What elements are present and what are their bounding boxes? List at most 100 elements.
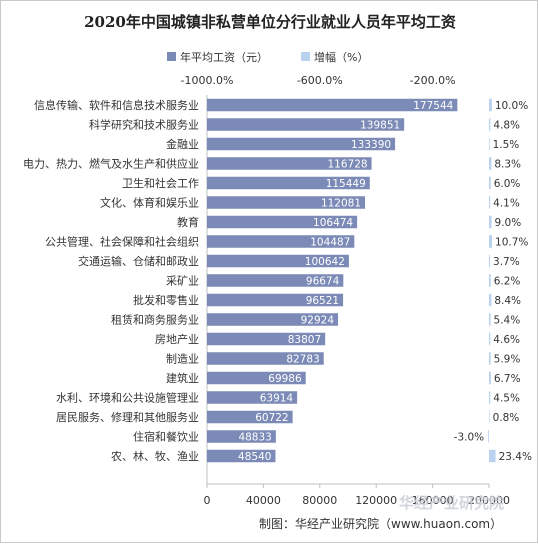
- wage-bar-value-label: 106474: [313, 217, 353, 229]
- category-label: 租赁和商务服务业: [111, 313, 199, 327]
- category-label: 采矿业: [166, 275, 199, 288]
- growth-bar: [489, 352, 491, 365]
- top-axis-tick-label: -1000.0%: [181, 74, 234, 87]
- wage-bar-value-label: 83807: [288, 334, 321, 346]
- wage-bar: [207, 410, 293, 424]
- top-axis-tick-label: -600.0%: [297, 74, 343, 87]
- category-label: 教育: [177, 215, 199, 229]
- category-label: 电力、热力、燃气及水生产和供应业: [23, 157, 199, 171]
- wage-bar: [207, 254, 349, 268]
- legend-label-growth: 增幅（%）: [314, 50, 368, 64]
- growth-value-label: 6.2%: [494, 276, 521, 288]
- growth-value-label: 10.7%: [495, 237, 528, 249]
- category-label: 批发和零售业: [133, 293, 199, 307]
- category-label: 信息传输、软件和信息技术服务业: [34, 98, 199, 112]
- wage-bar: [207, 293, 344, 307]
- wage-bar: [207, 352, 324, 365]
- growth-value-label: 9.0%: [495, 217, 522, 229]
- wage-bar-value-label: 139851: [360, 120, 400, 132]
- x-axis-tick-label: 160000: [412, 494, 454, 507]
- wage-bar: [207, 176, 370, 190]
- growth-value-label: 5.9%: [494, 354, 521, 366]
- category-label: 制造业: [166, 352, 199, 366]
- wage-bar: [207, 313, 339, 326]
- growth-bar: [489, 254, 491, 268]
- growth-bar: [489, 293, 492, 307]
- wage-bar: [207, 137, 396, 151]
- growth-bar: [489, 449, 496, 463]
- wage-bar: [207, 274, 344, 287]
- growth-value-label: 4.5%: [493, 393, 520, 405]
- wage-bar-value-label: 60722: [255, 412, 288, 424]
- growth-value-label: 0.8%: [493, 412, 520, 424]
- category-label: 水利、环境和公共设施管理业: [56, 391, 199, 405]
- growth-bar: [489, 118, 491, 131]
- wage-bar-value-label: 48540: [238, 451, 271, 463]
- growth-bar: [489, 137, 490, 151]
- wage-bar: [207, 235, 355, 248]
- growth-value-label: 4.8%: [493, 120, 520, 132]
- wage-bar-value-label: 92924: [301, 315, 335, 327]
- category-label: 房地产业: [155, 332, 199, 346]
- wage-bar-value-label: 115449: [326, 178, 366, 190]
- x-axis-tick-label: 200000: [468, 494, 510, 507]
- wage-bar-value-label: 48833: [238, 432, 271, 444]
- growth-bar: [489, 176, 491, 190]
- legend-swatch-growth: [301, 52, 310, 61]
- category-label: 居民服务、修理和其他服务业: [56, 410, 199, 424]
- wage-bar-value-label: 100642: [305, 256, 345, 268]
- wage-bar-value-label: 82783: [286, 354, 319, 366]
- growth-value-label: 6.7%: [494, 373, 521, 385]
- legend-label-wage: 年平均工资（元）: [180, 50, 268, 64]
- growth-value-label: 4.1%: [493, 198, 520, 210]
- growth-bar: [489, 332, 491, 346]
- growth-value-label: 23.4%: [499, 451, 532, 463]
- wage-bar-value-label: 63914: [260, 393, 294, 405]
- x-axis-tick-label: 40000: [246, 494, 281, 507]
- growth-bar: [489, 391, 491, 404]
- wage-bar-value-label: 133390: [351, 139, 391, 151]
- wage-bar: [207, 118, 405, 131]
- category-label: 卫生和社会工作: [122, 176, 199, 190]
- growth-bar: [489, 157, 492, 170]
- wage-bar: [207, 196, 366, 209]
- wage-bar: [207, 430, 276, 443]
- category-label: 建筑业: [166, 371, 199, 385]
- wage-bar-value-label: 96674: [306, 276, 340, 288]
- chart-title: 2020年中国城镇非私营单位分行业就业人员年平均工资: [84, 13, 456, 31]
- wage-bar: [207, 332, 326, 346]
- growth-value-label: 6.0%: [494, 178, 521, 190]
- x-axis-tick-label: 80000: [302, 494, 337, 507]
- wage-bar: [207, 157, 372, 170]
- growth-value-label: 8.3%: [494, 159, 521, 171]
- wage-bar-value-label: 177544: [413, 100, 453, 112]
- growth-bar: [489, 235, 493, 248]
- wage-bar: [207, 98, 458, 112]
- growth-bar: [489, 215, 492, 229]
- growth-bar: [489, 98, 492, 112]
- category-label: 公共管理、社会保障和社会组织: [45, 235, 199, 249]
- category-label: 交通运输、仓储和邮政业: [78, 254, 199, 268]
- wage-bar-value-label: 116728: [327, 159, 367, 171]
- category-label: 住宿和餐饮业: [133, 430, 199, 444]
- watermark: 华经产业研究院: [399, 494, 504, 512]
- growth-bar: [488, 430, 489, 443]
- category-label: 金融业: [166, 137, 199, 151]
- growth-value-label: 10.0%: [495, 100, 528, 112]
- wage-bar: [207, 215, 358, 229]
- growth-bar: [489, 371, 491, 385]
- growth-value-label: -3.0%: [454, 432, 484, 444]
- growth-bar: [489, 410, 490, 424]
- category-label: 农、林、牧、渔业: [111, 449, 199, 463]
- category-label: 科学研究和技术服务业: [89, 118, 199, 132]
- growth-value-label: 3.7%: [493, 256, 520, 268]
- growth-value-label: 1.5%: [493, 139, 520, 151]
- growth-bar: [489, 313, 491, 326]
- growth-bar: [489, 274, 491, 287]
- growth-value-label: 5.4%: [494, 315, 521, 327]
- growth-value-label: 8.4%: [494, 295, 521, 307]
- wage-bar-value-label: 96521: [306, 295, 339, 307]
- growth-value-label: 4.6%: [493, 334, 520, 346]
- x-axis-tick-label: 0: [204, 494, 211, 507]
